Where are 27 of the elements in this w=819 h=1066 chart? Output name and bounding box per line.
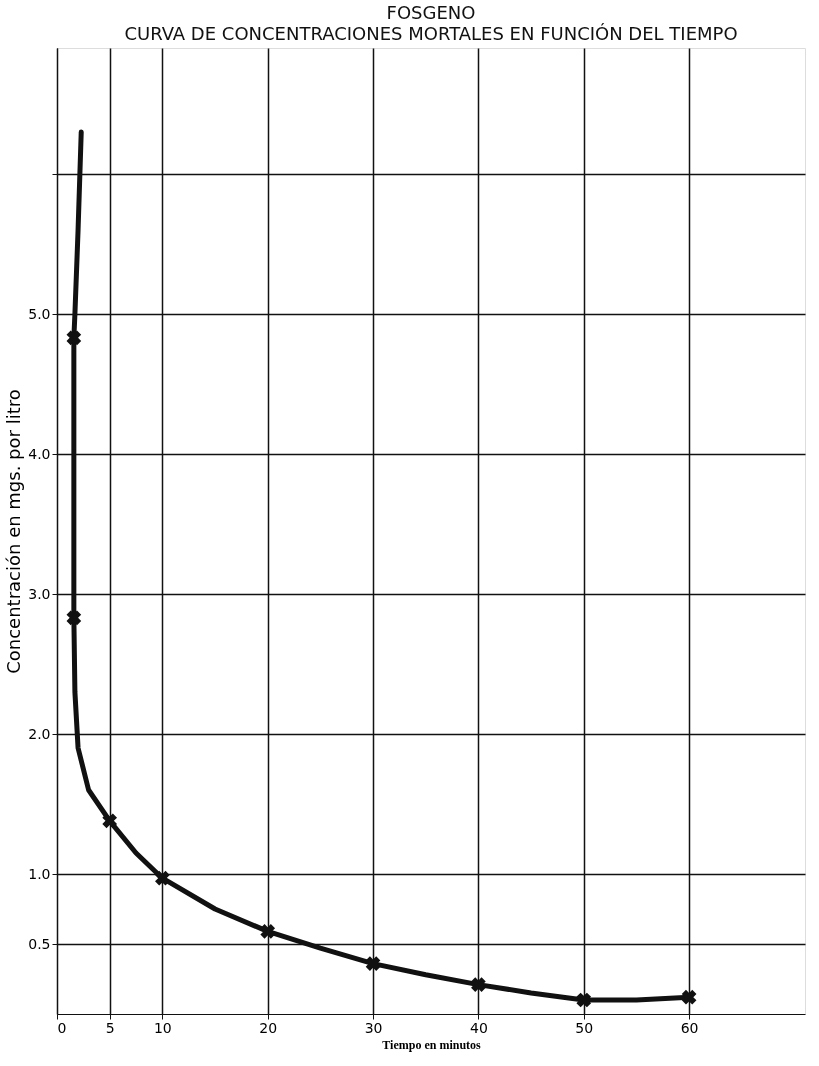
x-tick-label: 40 [469, 1019, 488, 1036]
point [66, 330, 82, 346]
point [66, 610, 82, 626]
y-axis-title: Concentración en mgs. por litro [3, 389, 25, 674]
y-tick-label: 0.5 [28, 935, 51, 952]
y-tick-label: 4.0 [28, 445, 51, 462]
y-tick-label: 5.0 [28, 305, 51, 322]
chart-subtitle: CURVA DE CONCENTRACIONES MORTALES EN FUNCIÓN DEL TIEMPO [124, 23, 738, 44]
point [365, 956, 381, 971]
y-tick-label: 3.0 [28, 585, 51, 602]
point [260, 924, 276, 939]
x-tick-label: 20 [259, 1019, 278, 1036]
point [681, 989, 697, 1005]
point [576, 992, 592, 1008]
x-tick-label: 60 [680, 1019, 699, 1036]
x-tick-label: 10 [153, 1019, 172, 1036]
point [471, 977, 486, 992]
x-tick-label: 5 [105, 1019, 115, 1036]
x-tick-label: 50 [575, 1019, 594, 1036]
x-tick-label: 0 [57, 1019, 67, 1036]
x-tick-label: 30 [364, 1019, 383, 1036]
point [155, 870, 170, 886]
y-tick-label: 1.0 [28, 865, 51, 882]
chart-title: FOSGENO [386, 2, 476, 23]
y-tick-label: 2.0 [28, 725, 51, 742]
point [102, 813, 118, 829]
x-axis-title: Tiempo en minutos [382, 1037, 482, 1052]
